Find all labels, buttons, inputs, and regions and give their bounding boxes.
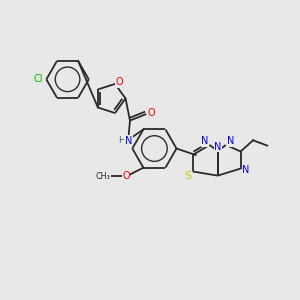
Text: N: N bbox=[201, 136, 208, 146]
Text: O: O bbox=[147, 109, 155, 118]
Text: O: O bbox=[116, 77, 123, 87]
Text: S: S bbox=[184, 171, 191, 181]
Text: H: H bbox=[118, 136, 125, 146]
Text: N: N bbox=[242, 165, 250, 175]
Text: N: N bbox=[227, 136, 234, 146]
Text: N: N bbox=[125, 136, 132, 146]
Text: O: O bbox=[122, 172, 130, 182]
Text: Cl: Cl bbox=[33, 74, 43, 84]
Text: CH₃: CH₃ bbox=[96, 172, 110, 181]
Text: N: N bbox=[214, 142, 221, 152]
